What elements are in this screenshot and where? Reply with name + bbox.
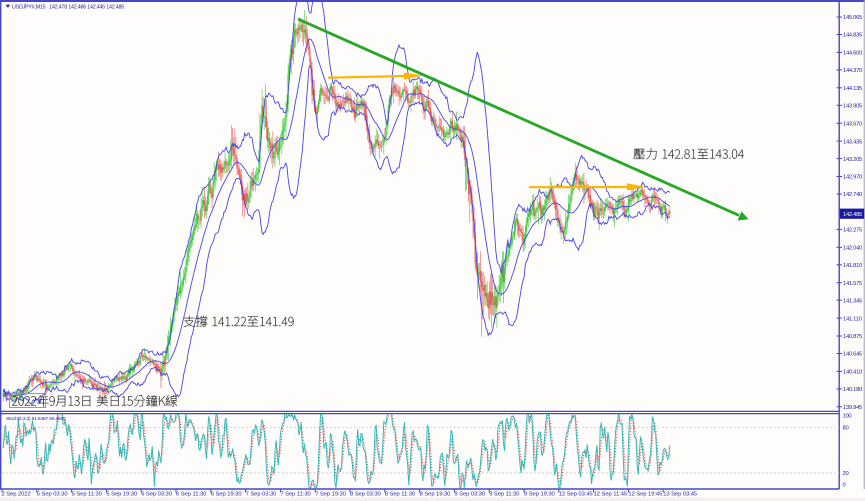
svg-text:143.205: 143.205 [843, 157, 862, 163]
svg-text:142.970: 142.970 [843, 175, 862, 181]
svg-text:139.945: 139.945 [843, 405, 862, 411]
svg-text:80: 80 [843, 426, 849, 432]
svg-text:142.485: 142.485 [843, 212, 862, 218]
svg-text:144.835: 144.835 [843, 33, 862, 39]
svg-text:USDJPY#,M15 142.478 142.486: USDJPY#,M15 142.478 142.486 142.445 142.… [12, 5, 124, 11]
svg-text:8 Sep 03:30: 8 Sep 03:30 [350, 492, 381, 498]
svg-text:140.410: 140.410 [843, 370, 862, 376]
svg-text:0: 0 [843, 483, 846, 489]
svg-text:143.435: 143.435 [843, 139, 862, 145]
svg-text:145.065: 145.065 [843, 15, 862, 21]
svg-text:12 Sep 03:45: 12 Sep 03:45 [559, 492, 593, 498]
svg-text:140.180: 140.180 [843, 387, 862, 393]
svg-text:6 Sep 19:30: 6 Sep 19:30 [211, 492, 242, 498]
svg-text:141.575: 141.575 [843, 281, 862, 287]
svg-text:7 Sep 19:30: 7 Sep 19:30 [315, 492, 346, 498]
svg-text:144.135: 144.135 [843, 86, 862, 92]
svg-text:6 Sep 03:30: 6 Sep 03:30 [141, 492, 172, 498]
svg-text:143.905: 143.905 [843, 104, 862, 110]
svg-text:Stoch(5,3,3) 61.5487 60.4504: Stoch(5,3,3) 61.5487 60.4504 [6, 416, 66, 422]
svg-text:144.370: 144.370 [843, 68, 862, 74]
svg-text:5 Sep 19:30: 5 Sep 19:30 [106, 492, 137, 498]
svg-text:20: 20 [843, 471, 849, 477]
svg-text:7 Sep 11:30: 7 Sep 11:30 [280, 492, 310, 498]
svg-text:5 Sep 11:30: 5 Sep 11:30 [72, 492, 102, 498]
svg-text:141.345: 141.345 [843, 298, 862, 304]
svg-text:6 Sep 11:30: 6 Sep 11:30 [176, 492, 206, 498]
svg-text:140.645: 140.645 [843, 352, 862, 358]
svg-text:9 Sep 19:30: 9 Sep 19:30 [524, 492, 555, 498]
svg-text:12 Sep 11:45: 12 Sep 11:45 [594, 492, 627, 498]
svg-text:144.600: 144.600 [843, 51, 862, 57]
svg-text:8 Sep 11:30: 8 Sep 11:30 [385, 492, 415, 498]
svg-text:140.875: 140.875 [843, 334, 862, 340]
svg-text:141.810: 141.810 [843, 263, 862, 269]
svg-text:2 Sep 2022: 2 Sep 2022 [2, 492, 31, 498]
svg-text:7 Sep 03:30: 7 Sep 03:30 [246, 492, 277, 498]
svg-text:9 Sep 03:30: 9 Sep 03:30 [454, 492, 485, 498]
svg-text:9 Sep 11:30: 9 Sep 11:30 [489, 492, 519, 498]
svg-text:142.040: 142.040 [843, 246, 862, 252]
svg-text:12 Sep 19:45: 12 Sep 19:45 [628, 492, 662, 498]
svg-text:5 Sep 03:30: 5 Sep 03:30 [37, 492, 68, 498]
svg-text:142.740: 142.740 [843, 192, 862, 198]
svg-text:142.275: 142.275 [843, 228, 862, 234]
svg-text:8 Sep 19:30: 8 Sep 19:30 [420, 492, 451, 498]
svg-text:141.110: 141.110 [843, 316, 862, 322]
svg-text:100: 100 [843, 414, 852, 420]
svg-text:143.670: 143.670 [843, 121, 862, 127]
svg-text:13 Sep 03:45: 13 Sep 03:45 [663, 492, 697, 498]
